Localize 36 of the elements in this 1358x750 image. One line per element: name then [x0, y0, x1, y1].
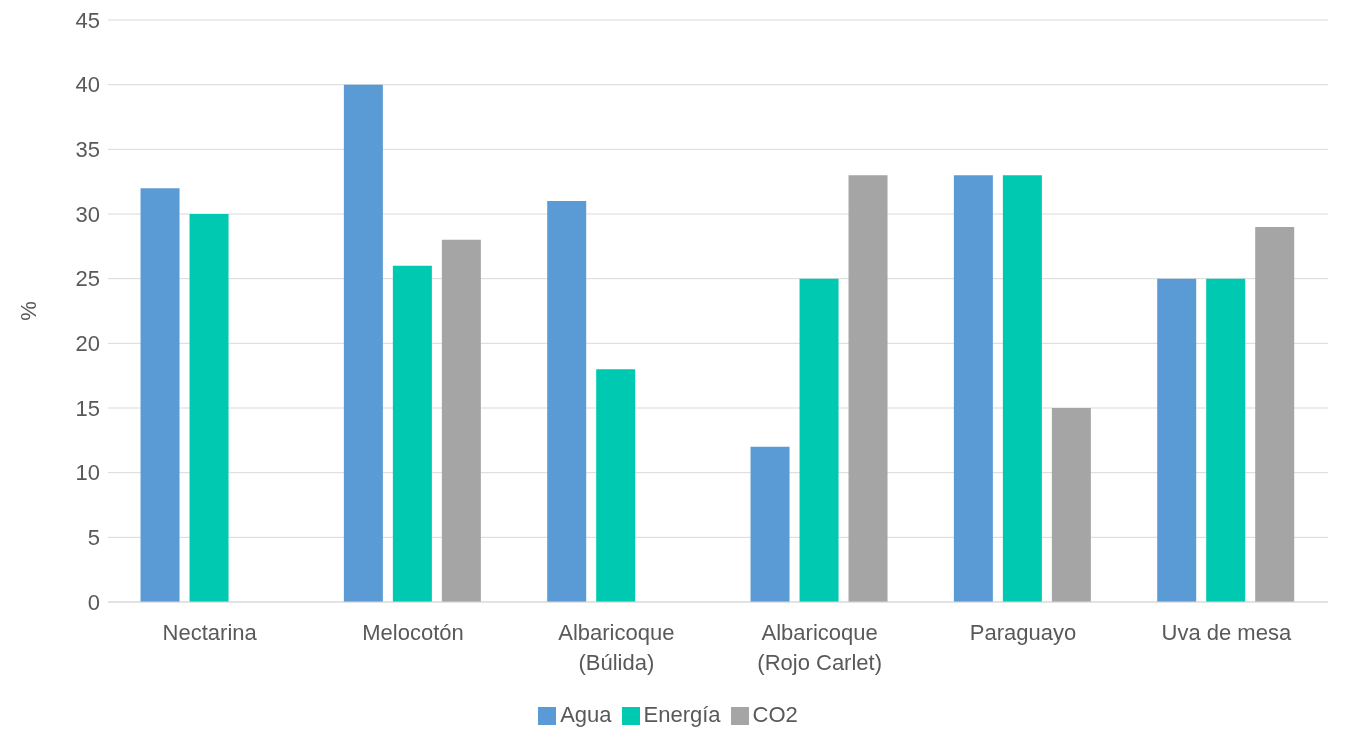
bar: [140, 188, 180, 602]
x-tick-label: Nectarina: [162, 620, 258, 645]
bar: [799, 278, 839, 602]
y-tick-label: 35: [75, 137, 100, 163]
bar: [547, 201, 587, 602]
bar: [596, 369, 636, 602]
legend-label: CO2: [752, 702, 798, 727]
x-tick-label: Albaricoque (Búlida): [558, 620, 675, 675]
y-tick-label: 40: [75, 72, 100, 98]
legend-label: Energía: [643, 702, 721, 727]
bar: [1255, 226, 1295, 602]
x-tick-label: Melocotón: [362, 620, 464, 645]
x-tick-label: Paraguayo: [969, 620, 1077, 645]
y-tick-label: 10: [75, 460, 100, 486]
y-tick-label: 20: [75, 331, 100, 357]
bar: [1051, 408, 1091, 602]
y-tick-label: 25: [75, 266, 100, 292]
x-tick-label: Albaricoque (Rojo Carlet): [757, 620, 883, 675]
bar: [189, 214, 229, 602]
y-tick-label: 0: [87, 589, 100, 615]
bar: [953, 175, 993, 602]
y-tick-label: 45: [75, 7, 100, 33]
bar: [343, 84, 383, 602]
x-tick-label: Uva de mesa: [1161, 620, 1292, 645]
bar: [750, 446, 790, 602]
y-axis-title: %: [15, 301, 41, 321]
bar: [1157, 278, 1197, 602]
bar: [848, 175, 888, 602]
bar: [1002, 175, 1042, 602]
bar: [392, 265, 432, 602]
y-tick-label: 15: [75, 395, 100, 421]
y-tick-label: 5: [87, 525, 100, 551]
y-tick-label: 30: [75, 201, 100, 227]
legend-label: Agua: [560, 702, 612, 727]
bar: [1206, 278, 1246, 602]
bar: [441, 239, 481, 602]
